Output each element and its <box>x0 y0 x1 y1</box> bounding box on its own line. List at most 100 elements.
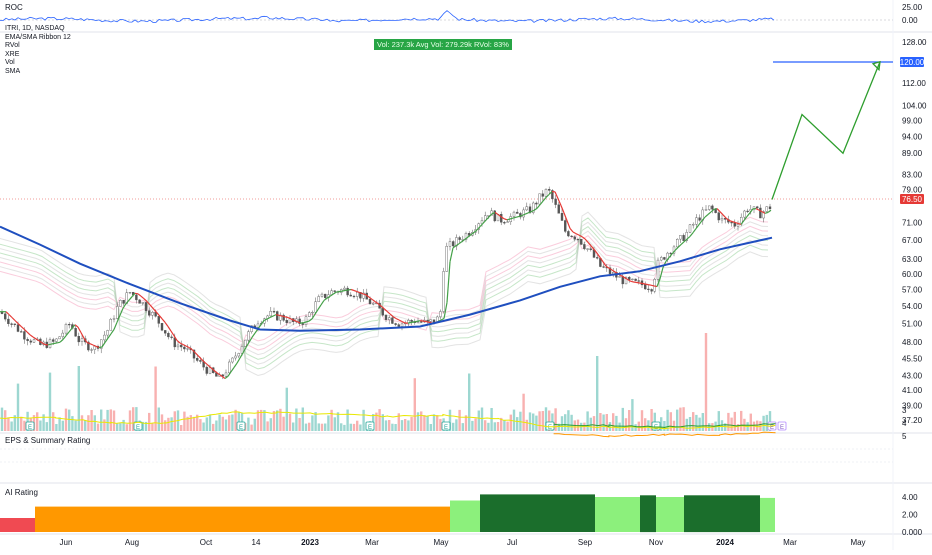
indicator-legend-item[interactable]: ITRI, 1D, NASDAQ <box>5 25 71 34</box>
candle-down <box>567 231 569 236</box>
time-tick-label: Oct <box>200 538 213 547</box>
indicator-legend-item[interactable]: EMA/SMA Ribbon 12 <box>5 34 71 43</box>
price-tick-label: 83.00 <box>902 171 923 180</box>
volume-bar <box>20 417 22 431</box>
trend-ema-segment <box>342 291 345 292</box>
earnings-marker[interactable]: E <box>366 422 374 431</box>
candle-up <box>507 222 509 223</box>
candle-down <box>324 294 326 298</box>
earnings-marker[interactable]: E <box>134 422 142 431</box>
indicator-legend-item[interactable]: Vol <box>5 59 71 68</box>
volume-bar <box>535 416 537 431</box>
candle-down <box>503 222 505 223</box>
candle-down <box>353 296 355 297</box>
candle-up <box>631 279 633 280</box>
volume-bar <box>193 417 195 431</box>
candle-down <box>411 320 413 321</box>
candle-down <box>171 337 173 338</box>
indicator-legend-item[interactable]: XRE <box>5 51 71 60</box>
candle-down <box>30 341 32 342</box>
candle-down <box>711 206 713 209</box>
volume-bar <box>119 423 121 431</box>
last-price-badge[interactable]: 76.50 <box>900 194 924 204</box>
volume-bar <box>308 423 310 431</box>
candle-down <box>542 194 544 197</box>
volume-bar <box>65 409 67 431</box>
earnings-marker[interactable]: E <box>26 422 34 431</box>
price-tick-label: 67.00 <box>902 236 923 245</box>
volume-bar <box>542 411 544 431</box>
volume-bar <box>289 414 291 431</box>
candle-up <box>513 212 515 216</box>
ai-tick-label: 4.00 <box>902 493 918 502</box>
volume-bar <box>206 417 208 431</box>
volume-bar <box>401 420 403 431</box>
volume-bar <box>455 419 457 431</box>
earnings-marker[interactable]: E <box>442 422 450 431</box>
candle-down <box>398 325 400 327</box>
trend-ema-segment <box>642 283 645 284</box>
volume-bar <box>599 413 601 431</box>
volume-bar <box>494 422 496 431</box>
volume-bar <box>612 413 614 431</box>
candle-up <box>708 206 710 210</box>
trend-ema-segment <box>648 285 651 286</box>
candle-down <box>273 311 275 312</box>
volume-bar <box>234 410 236 431</box>
candle-up <box>235 356 237 358</box>
volume-bar <box>350 424 352 431</box>
price-tick-label: 128.00 <box>902 38 927 47</box>
trend-ema-segment <box>135 293 138 294</box>
earnings-marker-letter: E <box>368 425 372 431</box>
candle-up <box>81 339 83 342</box>
candle-down <box>759 208 761 218</box>
volume-bar <box>158 408 160 432</box>
roc-tick-label: 25.00 <box>902 3 923 12</box>
candle-down <box>603 267 605 268</box>
volume-bar <box>202 423 204 432</box>
candle-down <box>123 300 125 303</box>
volume-bar <box>727 413 729 431</box>
candle-up <box>766 207 768 212</box>
volume-bar <box>228 415 230 431</box>
candle-down <box>558 205 560 214</box>
candle-down <box>78 336 80 342</box>
volume-bar <box>209 414 211 431</box>
volume-bar <box>17 384 19 431</box>
indicator-legend-item[interactable]: RVol <box>5 42 71 51</box>
candle-up <box>238 353 240 356</box>
candle-up <box>65 324 67 333</box>
candle-up <box>129 292 131 293</box>
time-tick-label: Mar <box>783 538 797 547</box>
volume-bar <box>471 421 473 431</box>
volume-bar <box>106 410 108 431</box>
target-price-badge[interactable]: 120.00 <box>900 57 925 67</box>
volume-bar <box>478 411 480 432</box>
eps-tick-label: 3 <box>902 406 907 415</box>
volume-bar <box>676 410 678 431</box>
price-tick-label: 112.00 <box>902 79 926 88</box>
earnings-marker-letter: E <box>28 425 32 431</box>
volume-bar <box>423 415 425 431</box>
volume-bar <box>567 410 569 431</box>
candle-down <box>577 239 579 240</box>
candle-up <box>587 249 589 250</box>
volume-bar <box>596 356 598 431</box>
earnings-marker[interactable]: E <box>778 422 786 431</box>
candle-up <box>116 306 118 318</box>
earnings-marker[interactable]: E <box>237 422 245 431</box>
price-tick-label: 79.00 <box>902 186 923 195</box>
candle-down <box>731 222 733 223</box>
volume-bar <box>586 411 588 431</box>
trend-ema-segment <box>636 282 639 283</box>
candle-up <box>654 279 656 291</box>
candle-down <box>747 211 749 212</box>
ai-rating-segment <box>640 495 656 532</box>
volume-bar <box>218 415 220 431</box>
volume-bar <box>740 411 742 431</box>
indicator-legend-item[interactable]: SMA <box>5 68 71 77</box>
candle-up <box>91 350 93 351</box>
